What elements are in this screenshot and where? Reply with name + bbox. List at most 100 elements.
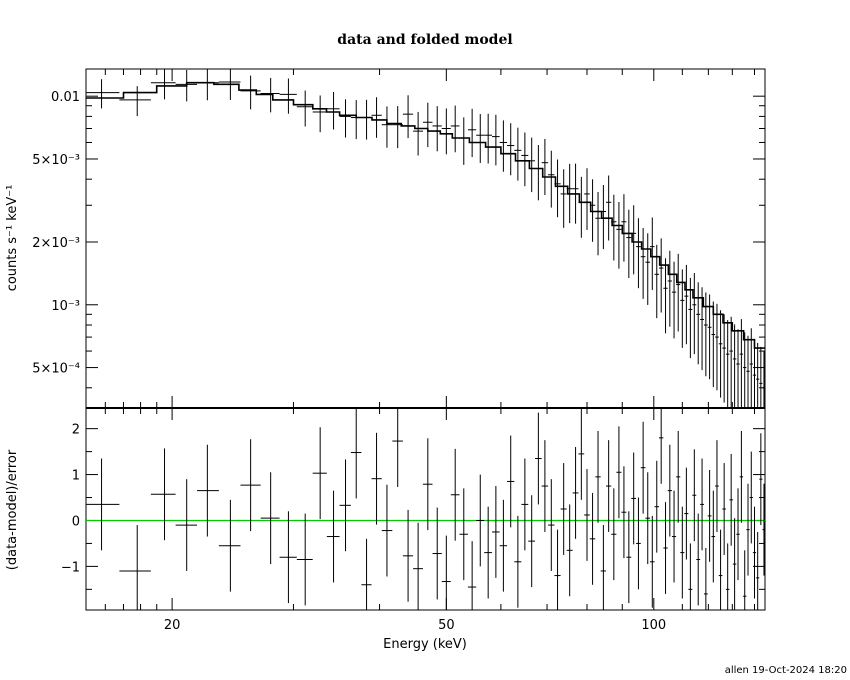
data-point: [548, 150, 555, 208]
data-point: [560, 169, 567, 228]
data-point: [671, 261, 677, 339]
residual-point: [441, 535, 451, 610]
x-tick-label: 100: [641, 618, 666, 633]
residual-point: [175, 479, 198, 571]
data-point: [326, 91, 340, 130]
top-y-tick-label: 2×10⁻³: [32, 236, 80, 251]
residual-point: [711, 490, 716, 583]
residual-point: [572, 447, 579, 539]
data-point: [703, 292, 708, 377]
data-point: [150, 69, 176, 100]
data-point: [640, 228, 646, 299]
data-point: [645, 233, 651, 305]
residual-point: [759, 433, 763, 526]
data-point: [684, 264, 689, 345]
residual-point: [521, 458, 529, 551]
x-axis-label: Energy (keV): [383, 637, 467, 652]
data-point: [312, 95, 327, 133]
data-point: [756, 342, 760, 408]
residual-point: [260, 472, 280, 565]
residual-point: [680, 506, 685, 599]
residual-point: [361, 538, 372, 610]
data-point: [441, 108, 451, 155]
data-point: [554, 159, 561, 218]
data-point: [759, 346, 763, 408]
residual-point: [600, 525, 607, 610]
data-point: [175, 69, 198, 102]
residual-point: [756, 531, 760, 610]
data-point: [732, 324, 737, 408]
residual-point: [339, 459, 351, 552]
residual-point: [692, 449, 697, 542]
residual-point: [645, 472, 651, 565]
data-point: [715, 303, 719, 391]
data-point: [432, 106, 442, 152]
residual-point: [700, 458, 704, 551]
top-y-tick-label: 0.01: [51, 90, 80, 105]
data-point: [658, 238, 664, 313]
residual-point: [752, 506, 757, 599]
chart-title: data and folded model: [337, 32, 512, 48]
bottom-y-tick-label: 0: [72, 514, 80, 529]
residual-point: [413, 522, 423, 610]
residual-panel: 20 50 100 −1 0 1 2: [61, 407, 766, 633]
residual-point: [422, 438, 433, 531]
data-point: [595, 191, 601, 256]
folded-model-line: [86, 81, 765, 349]
residual-point: [688, 543, 693, 610]
data-point: [636, 218, 641, 289]
residual-point: [402, 509, 414, 602]
residual-point: [312, 427, 327, 520]
residual-point: [626, 511, 632, 604]
data-point: [535, 145, 542, 201]
residual-point: [749, 451, 753, 544]
data-point: [402, 95, 414, 139]
residual-point: [381, 484, 393, 577]
residual-point: [589, 492, 596, 585]
data-point: [119, 86, 151, 117]
data-point: [260, 77, 280, 113]
residual-point: [450, 448, 460, 541]
residual-point: [718, 529, 723, 610]
residual-point: [746, 483, 750, 576]
residual-point: [279, 511, 297, 604]
residual-point: [548, 479, 555, 571]
data-point: [350, 100, 362, 140]
data-point: [572, 163, 579, 224]
residual-point: [595, 430, 601, 523]
residual-point: [240, 439, 261, 532]
data-point: [606, 175, 612, 241]
data-point: [484, 113, 493, 164]
residual-point: [484, 506, 493, 599]
residual-point: [119, 525, 151, 610]
residual-point: [696, 513, 701, 606]
bottom-plot-frame: [85, 407, 766, 611]
residual-point: [371, 432, 382, 525]
residual-point: [296, 513, 313, 606]
data-point: [654, 244, 659, 319]
data-point: [676, 253, 681, 332]
top-y-tick-label: 10⁻³: [51, 299, 80, 314]
footer-stamp: allen 19-Oct-2024 18:20: [725, 665, 847, 676]
data-point: [631, 205, 637, 275]
data-point: [371, 97, 382, 138]
data-point: [514, 127, 522, 181]
spectrum-panel: 0.01 5×10⁻³ 2×10⁻³ 10⁻³ 5×10⁻⁴: [32, 68, 766, 409]
residual-point: [584, 469, 590, 561]
residual-point: [566, 504, 573, 597]
residual-point: [707, 469, 712, 562]
data-point: [729, 316, 733, 407]
residual-point: [350, 408, 362, 499]
residual-point: [654, 460, 659, 553]
data-point: [528, 137, 536, 193]
data-point: [600, 184, 607, 250]
residual-point: [715, 440, 719, 532]
data-point: [762, 351, 765, 408]
residual-point: [492, 486, 500, 578]
data-point: [197, 69, 219, 101]
data-point: [450, 105, 460, 153]
residual-point: [535, 412, 542, 505]
data-point: [566, 163, 573, 224]
residual-point: [667, 444, 672, 537]
data-point: [339, 99, 351, 138]
